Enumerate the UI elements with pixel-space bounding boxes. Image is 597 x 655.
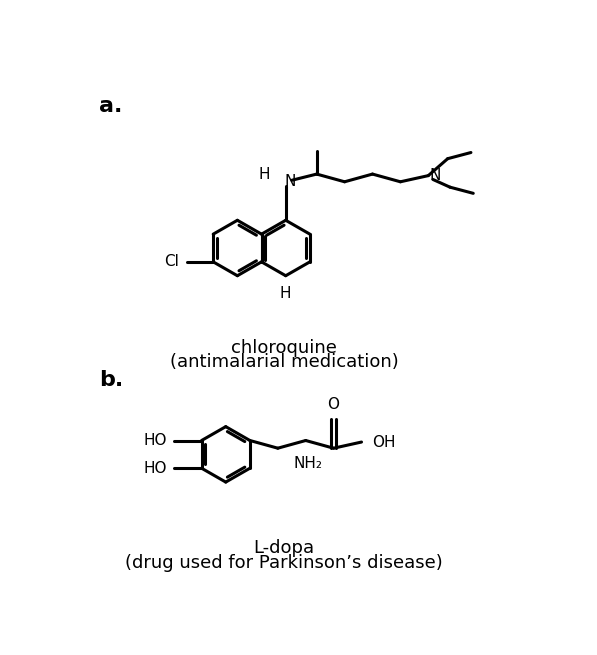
Text: a.: a. (100, 96, 123, 115)
Text: H: H (280, 286, 291, 301)
Text: N: N (430, 168, 441, 183)
Text: L-dopa: L-dopa (253, 539, 315, 557)
Text: O: O (328, 397, 340, 412)
Text: (antimalarial medication): (antimalarial medication) (170, 353, 398, 371)
Text: chloroquine: chloroquine (231, 339, 337, 357)
Text: HO: HO (144, 433, 168, 448)
Text: b.: b. (100, 369, 124, 390)
Text: NH₂: NH₂ (294, 456, 322, 471)
Text: (drug used for Parkinson’s disease): (drug used for Parkinson’s disease) (125, 553, 443, 572)
Text: OH: OH (373, 434, 396, 449)
Text: HO: HO (144, 460, 168, 476)
Text: N: N (284, 174, 296, 189)
Text: H: H (259, 166, 270, 181)
Text: Cl: Cl (164, 254, 179, 269)
